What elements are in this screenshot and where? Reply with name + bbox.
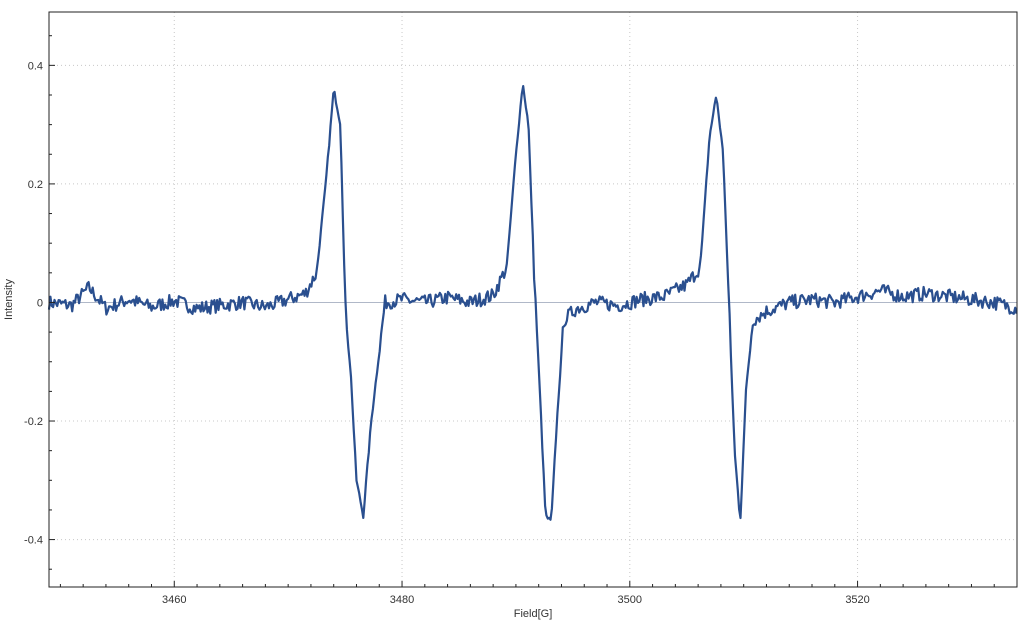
x-tick-label: 3520: [845, 594, 869, 606]
plot-frame: [48, 11, 1018, 588]
series-line: [47, 85, 1018, 521]
grid-lines: [49, 12, 1017, 587]
x-axis-title: Field[G]: [514, 608, 553, 620]
y-tick-label: -0.2: [24, 416, 43, 428]
y-tick-label: -0.4: [24, 535, 43, 547]
minor-ticks: [49, 35, 1018, 587]
axis-ticks: 3460 3480 3500 3520 -0.4 -0.2 0 0.2 0.4: [24, 60, 870, 606]
y-tick-label: 0: [37, 297, 43, 309]
y-tick-label: 0.2: [28, 179, 43, 191]
x-tick-label: 3480: [390, 594, 414, 606]
x-tick-label: 3460: [162, 594, 186, 606]
y-tick-label: 0.4: [28, 60, 43, 72]
y-axis-title: Intensity: [3, 279, 15, 320]
x-tick-label: 3500: [618, 594, 642, 606]
